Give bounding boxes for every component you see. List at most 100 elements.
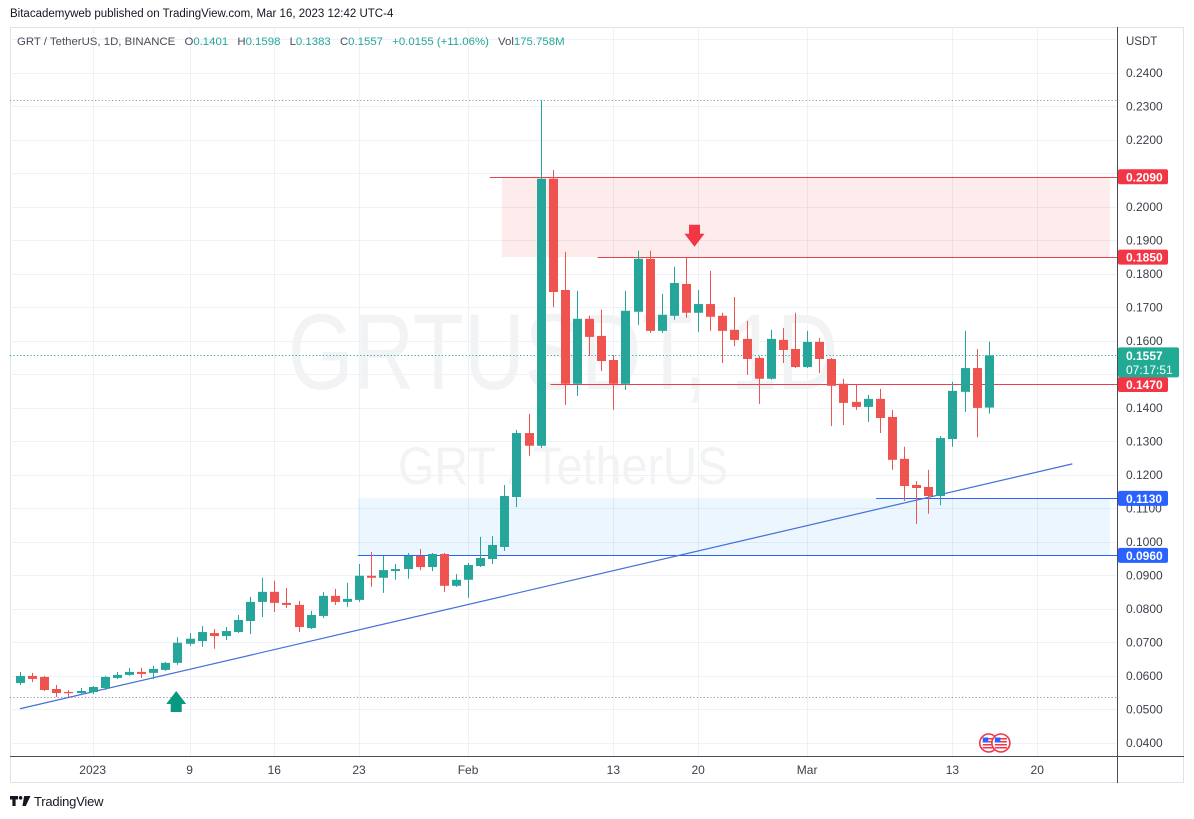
candle-up bbox=[537, 100, 546, 449]
candle-down bbox=[585, 315, 594, 356]
candle-up bbox=[161, 661, 170, 671]
candle-down bbox=[876, 388, 885, 434]
candle-down bbox=[791, 312, 800, 369]
candle-body bbox=[852, 401, 861, 407]
candle-up bbox=[89, 685, 98, 695]
candle-up bbox=[391, 564, 400, 580]
candle-body bbox=[985, 355, 994, 408]
candle-body bbox=[767, 338, 776, 379]
candle-body bbox=[827, 359, 836, 386]
candle-body bbox=[803, 341, 812, 368]
price-tick-label: 0.1000 bbox=[1126, 535, 1163, 549]
candle-down bbox=[549, 170, 558, 308]
price-axis-currency: USDT bbox=[1126, 36, 1157, 48]
price-axis[interactable]: USDT 0.2400 0.2300 0.2200 0.2000 0.1900 0.180… bbox=[1118, 36, 1179, 750]
candle-up bbox=[803, 330, 812, 369]
candle-down bbox=[718, 312, 727, 364]
candle-body bbox=[791, 348, 800, 368]
candle-body bbox=[149, 668, 158, 673]
candle-body bbox=[282, 602, 291, 605]
sell-arrow-arrow-down-icon[interactable] bbox=[684, 224, 705, 247]
price-level-value: 0.1130 bbox=[1126, 492, 1162, 506]
volume-value: 175.758M bbox=[513, 36, 565, 48]
candle-body bbox=[173, 642, 182, 663]
candle-up bbox=[452, 574, 461, 587]
level-label-0096[interactable]: 0.0960 bbox=[1118, 547, 1168, 563]
candle-down bbox=[367, 551, 376, 587]
candle-body bbox=[936, 438, 945, 497]
candle-body bbox=[561, 289, 570, 384]
price-level-value: 0.1850 bbox=[1126, 251, 1163, 265]
zone-drawings[interactable] bbox=[357, 176, 1110, 556]
arrow-markers[interactable] bbox=[166, 224, 705, 713]
price-tick-label: 0.1600 bbox=[1126, 334, 1163, 348]
candle-body bbox=[246, 601, 255, 621]
resistance-zone[interactable] bbox=[501, 176, 1110, 258]
candle-body bbox=[416, 555, 425, 568]
open-value: 0.1401 bbox=[193, 36, 229, 48]
candle-body bbox=[161, 662, 170, 670]
candle-down bbox=[40, 675, 49, 692]
candle-body bbox=[682, 283, 691, 313]
volume-label: Vol bbox=[498, 36, 514, 48]
candle-up bbox=[961, 330, 970, 412]
candle-down bbox=[609, 354, 618, 410]
high-label: H bbox=[237, 36, 246, 48]
candle-up bbox=[767, 329, 776, 380]
candle-down bbox=[331, 588, 340, 605]
level-label-0209[interactable]: 0.2090 bbox=[1118, 169, 1168, 185]
buy-arrow-arrow-up-icon[interactable] bbox=[166, 691, 187, 713]
candle-up bbox=[573, 290, 582, 396]
symbol-legend[interactable]: GRT / TetherUS, 1D, BINANCE O0.1401 H0.1… bbox=[17, 35, 565, 49]
level-label-0113[interactable]: 0.1130 bbox=[1118, 490, 1168, 506]
price-tick-label: 0.2400 bbox=[1126, 66, 1163, 80]
candle-down bbox=[295, 600, 304, 633]
candle-body bbox=[706, 304, 715, 317]
candle-body bbox=[512, 433, 521, 498]
published-by-line: Bitacademyweb published on TradingView.c… bbox=[10, 8, 394, 20]
candle-body bbox=[973, 368, 982, 408]
price-tick-label: 0.1700 bbox=[1126, 300, 1163, 314]
candle-up bbox=[246, 596, 255, 635]
candle-up bbox=[936, 436, 945, 506]
candle-down bbox=[646, 250, 655, 333]
price-tick-label: 0.1300 bbox=[1126, 434, 1163, 448]
candle-body bbox=[864, 398, 873, 407]
candle-body bbox=[961, 368, 970, 392]
event-markers[interactable] bbox=[978, 733, 1011, 753]
candle-body bbox=[77, 691, 86, 694]
candle-down bbox=[282, 587, 291, 608]
level-label-0185[interactable]: 0.1850 bbox=[1118, 249, 1168, 265]
us-flag-icon[interactable] bbox=[991, 733, 1011, 753]
candle-body bbox=[488, 544, 497, 560]
candle-body bbox=[718, 315, 727, 331]
support-zone[interactable] bbox=[357, 498, 1110, 556]
candle-up bbox=[621, 290, 630, 390]
line-drawings[interactable] bbox=[10, 100, 1117, 710]
level-label-0147[interactable]: 0.1470 bbox=[1118, 376, 1168, 392]
candle-body bbox=[876, 398, 885, 418]
candle-down bbox=[270, 580, 279, 612]
candle-down bbox=[839, 378, 848, 426]
candle-down bbox=[682, 257, 691, 318]
candle-down bbox=[912, 480, 921, 524]
tradingview-brand[interactable]: TradingView bbox=[34, 793, 104, 809]
candle-body bbox=[779, 339, 788, 350]
candle-up bbox=[16, 671, 25, 685]
price-tick-label: 0.1900 bbox=[1126, 233, 1163, 247]
candle-body bbox=[319, 595, 328, 616]
ascending-trendline[interactable] bbox=[19, 463, 1073, 710]
candle-up bbox=[428, 552, 437, 572]
time-axis[interactable]: 2023 9 16 23 Feb 13 20 Mar 13 20 bbox=[79, 763, 1044, 777]
candle-up bbox=[670, 266, 679, 320]
candle-up bbox=[948, 381, 957, 447]
price-tick-label: 0.2200 bbox=[1126, 133, 1163, 147]
candle-down bbox=[900, 446, 909, 502]
candle-up bbox=[864, 394, 873, 422]
candle-up bbox=[634, 250, 643, 325]
candle-body bbox=[355, 575, 364, 600]
candle-body bbox=[40, 676, 49, 691]
candle-body bbox=[295, 604, 304, 628]
